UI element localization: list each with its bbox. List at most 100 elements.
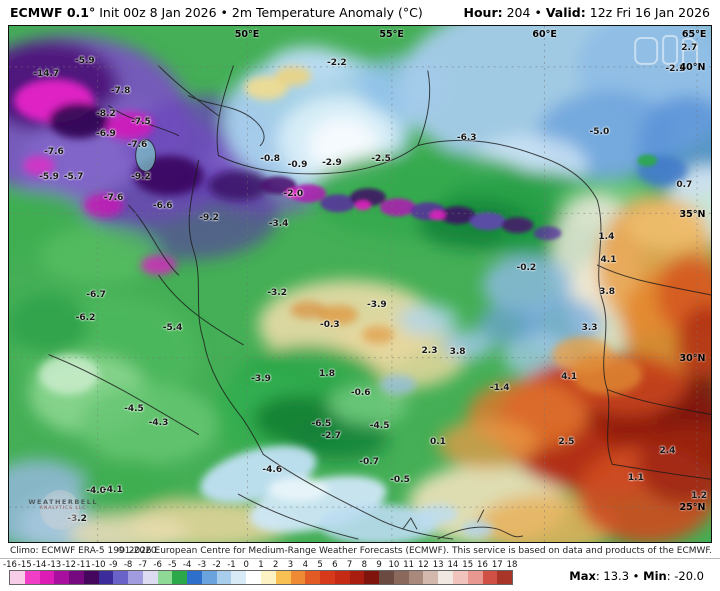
colorbar-tick: -9 — [109, 560, 118, 570]
colorbar-tick: 18 — [506, 560, 518, 570]
colorbar-cell — [172, 571, 188, 584]
colorbar-cell — [438, 571, 453, 584]
colorbar-cell — [246, 571, 262, 584]
colorbar-tick: -11 — [76, 560, 91, 570]
colorbar-cell — [24, 571, 40, 584]
anomaly-shading — [9, 26, 711, 542]
hour-value: 204 — [506, 5, 531, 20]
colorbar-tick: -8 — [123, 560, 133, 570]
max-value: 13.3 — [603, 569, 630, 583]
colorbar-cell — [216, 571, 232, 584]
colorbar-cell — [83, 571, 99, 584]
colorbar-cell — [157, 571, 173, 584]
colorbar-cell — [467, 571, 483, 584]
colorbar-cell — [10, 571, 25, 584]
colorbar-tick: 13 — [432, 560, 444, 570]
colorbar-tick: -14 — [32, 560, 47, 570]
min-label: Min — [643, 569, 667, 583]
colorbar-cell — [320, 571, 335, 584]
colorbar-tick: -12 — [62, 560, 76, 570]
colorbar-tick: 14 — [447, 560, 459, 570]
colorbar-cell — [408, 571, 424, 584]
weatherbell-logo-text: WEATHERBELL — [28, 498, 99, 507]
colorbar-cell — [393, 571, 409, 584]
colorbar-tick: -5 — [168, 560, 177, 570]
colorbar-tick: 0 — [243, 560, 249, 570]
colorbar-cell — [497, 571, 513, 584]
colorbar-tick: 17 — [491, 560, 503, 570]
colorbar-cell — [452, 571, 468, 584]
colorbar-cell — [349, 571, 365, 584]
copyright-note: © 2026 European Centre for Medium-Range … — [116, 546, 712, 556]
colorbar-tick: 16 — [477, 560, 488, 570]
weatherbell-logo-subtext: ANALYTICS LLC — [39, 506, 87, 512]
anomaly-detail-fields — [13, 65, 688, 542]
borders-coastlines — [48, 65, 711, 540]
colorbar-cell — [142, 571, 158, 584]
colorbar-tick: 11 — [403, 560, 415, 570]
colorbar-tick: 15 — [462, 560, 474, 570]
max-label: Max — [569, 569, 596, 583]
colorbar-tick: -4 — [182, 560, 192, 570]
colorbar-cell — [231, 571, 247, 584]
colorbar-cell — [305, 571, 321, 584]
colorbar-tick: 4 — [302, 560, 308, 570]
footer-divider — [0, 558, 720, 559]
colorbar-cell — [187, 571, 202, 584]
colorbar-tick: -10 — [91, 560, 106, 570]
colorbar-tick: -2 — [212, 560, 221, 570]
corner-watermark — [634, 34, 699, 65]
anomaly-map: -14.7 -5.9 -7.8 -8.2 -7.5 -6.9 -7.6 -7.6 -5.9 -5.… — [8, 25, 712, 543]
colorbar-cell — [275, 571, 291, 584]
colorbar — [9, 570, 513, 585]
hour-label: Hour: — [463, 5, 503, 20]
colorbar-tick-labels: -16 -15 -14 -13 -12 -11 -10 -9 -8 -7 -6 -5 -4 -3 -2 -1 0… — [3, 560, 517, 570]
colorbar-tick: -15 — [17, 560, 32, 570]
colorbar-cell — [201, 571, 217, 584]
cold-speckle-band — [260, 154, 658, 241]
colorbar-cell — [423, 571, 439, 584]
colorbar-tick: -13 — [47, 560, 62, 570]
valid-label: Valid: — [545, 5, 586, 20]
colorbar-tick: 7 — [346, 560, 353, 570]
colorbar-tick: -1 — [227, 560, 236, 570]
colorbar-cell — [364, 571, 380, 584]
max-min-readout: Max: 13.3 • Min: -20.0 — [569, 569, 704, 583]
colorbar-cell — [128, 571, 143, 584]
header-separator: • — [534, 5, 542, 20]
colorbar-tick: 3 — [287, 560, 294, 570]
valid-time: Hour: 204 • Valid: 12z Fri 16 Jan 2026 — [464, 5, 711, 20]
colorbar-tick: 6 — [332, 560, 338, 570]
model-title: ECMWF 0.1° Init 00z 8 Jan 2026 • 2m Temp… — [10, 5, 423, 20]
colorbar-cell — [98, 571, 114, 584]
climo-note: Climo: ECMWF ERA-5 1991-2020 — [10, 546, 157, 556]
colorbar-cell — [69, 571, 84, 584]
colorbar-tick: 2 — [273, 560, 279, 570]
colorbar-cell — [54, 571, 70, 584]
colorbar-cell — [39, 571, 55, 584]
min-value: -20.0 — [674, 569, 704, 583]
colorbar-tick: -7 — [138, 560, 148, 570]
title-bar: ECMWF 0.1° Init 00z 8 Jan 2026 • 2m Temp… — [0, 0, 720, 25]
graticule — [9, 26, 711, 542]
colorbar-cell — [334, 571, 350, 584]
weatherbell-logo: WEATHERBELL ANALYTICS LLC — [20, 490, 106, 531]
colorbar-tick: -3 — [197, 560, 207, 570]
maxmin-separator: • — [632, 569, 640, 583]
colorbar-cell — [113, 571, 129, 584]
colorbar-tick: 10 — [388, 560, 400, 570]
colorbar-tick: 5 — [317, 560, 323, 570]
colorbar-tick: -16 — [3, 560, 17, 570]
weatherbell-logo-circle — [40, 490, 81, 531]
colorbar-tick: -6 — [153, 560, 162, 570]
valid-value: 12z Fri 16 Jan 2026 — [589, 5, 710, 20]
colorbar-tick: 12 — [417, 560, 429, 570]
colorbar-cell — [261, 571, 276, 584]
model-name: ECMWF 0.1° — [10, 5, 96, 20]
product-name: Init 00z 8 Jan 2026 • 2m Temperature Ano… — [95, 5, 423, 20]
colorbar-cell — [482, 571, 498, 584]
colorbar-cell — [290, 571, 306, 584]
colorbar-tick: 8 — [361, 560, 368, 570]
colorbar-tick: 9 — [376, 560, 382, 570]
